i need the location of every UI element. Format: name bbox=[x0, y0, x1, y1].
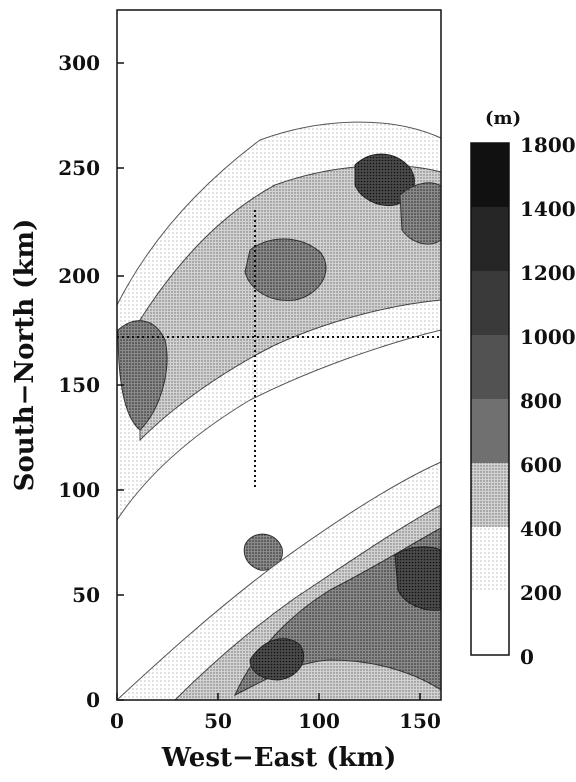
colorbar-segment bbox=[471, 527, 509, 591]
y-tick-label: 100 bbox=[58, 478, 100, 502]
x-tick-label: 0 bbox=[110, 709, 124, 733]
colorbar-unit: (m) bbox=[485, 108, 521, 129]
terrain-region-upper-high-east bbox=[399, 182, 442, 245]
terrain-map bbox=[115, 9, 442, 701]
colorbar-label: 1800 bbox=[520, 133, 576, 157]
colorbar-segment bbox=[471, 207, 509, 271]
colorbar: (m) 1800 1400 1200 1000 800 600 400 200 … bbox=[470, 108, 576, 669]
x-axis: 0 50 100 150 West−East (km) bbox=[110, 693, 441, 773]
x-tick-label: 50 bbox=[204, 709, 232, 733]
colorbar-segment bbox=[471, 591, 509, 655]
colorbar-segment bbox=[471, 271, 509, 335]
colorbar-segment bbox=[471, 399, 509, 463]
y-tick-label: 50 bbox=[72, 583, 100, 607]
map-frame bbox=[116, 9, 442, 701]
colorbar-label: 1200 bbox=[520, 261, 576, 285]
terrain-region-upper-high-center bbox=[244, 238, 327, 301]
y-tick-label: 250 bbox=[58, 156, 100, 180]
colorbar-segment bbox=[471, 463, 509, 527]
colorbar-label: 1000 bbox=[520, 325, 576, 349]
x-tick-label: 100 bbox=[298, 709, 340, 733]
terrain-region-lower-peak bbox=[249, 638, 305, 681]
colorbar-label: 800 bbox=[520, 389, 562, 413]
y-axis: 0 50 100 150 200 250 300 South−North (km… bbox=[10, 51, 124, 712]
y-tick-label: 300 bbox=[58, 51, 100, 75]
terrain-region-upper-high-west bbox=[117, 320, 168, 431]
colorbar-segment bbox=[471, 143, 509, 207]
y-tick-label: 0 bbox=[86, 688, 100, 712]
y-tick-label: 150 bbox=[58, 373, 100, 397]
colorbar-segment bbox=[471, 335, 509, 399]
x-axis-title: West−East (km) bbox=[161, 743, 397, 773]
colorbar-frame bbox=[470, 142, 510, 656]
x-tick-label: 150 bbox=[399, 709, 441, 733]
colorbar-label: 0 bbox=[520, 645, 534, 669]
y-tick-label: 200 bbox=[58, 264, 100, 288]
y-axis-title: South−North (km) bbox=[10, 219, 40, 492]
colorbar-label: 400 bbox=[520, 517, 562, 541]
colorbar-label: 200 bbox=[520, 581, 562, 605]
colorbar-label: 1400 bbox=[520, 197, 576, 221]
colorbar-label: 600 bbox=[520, 453, 562, 477]
